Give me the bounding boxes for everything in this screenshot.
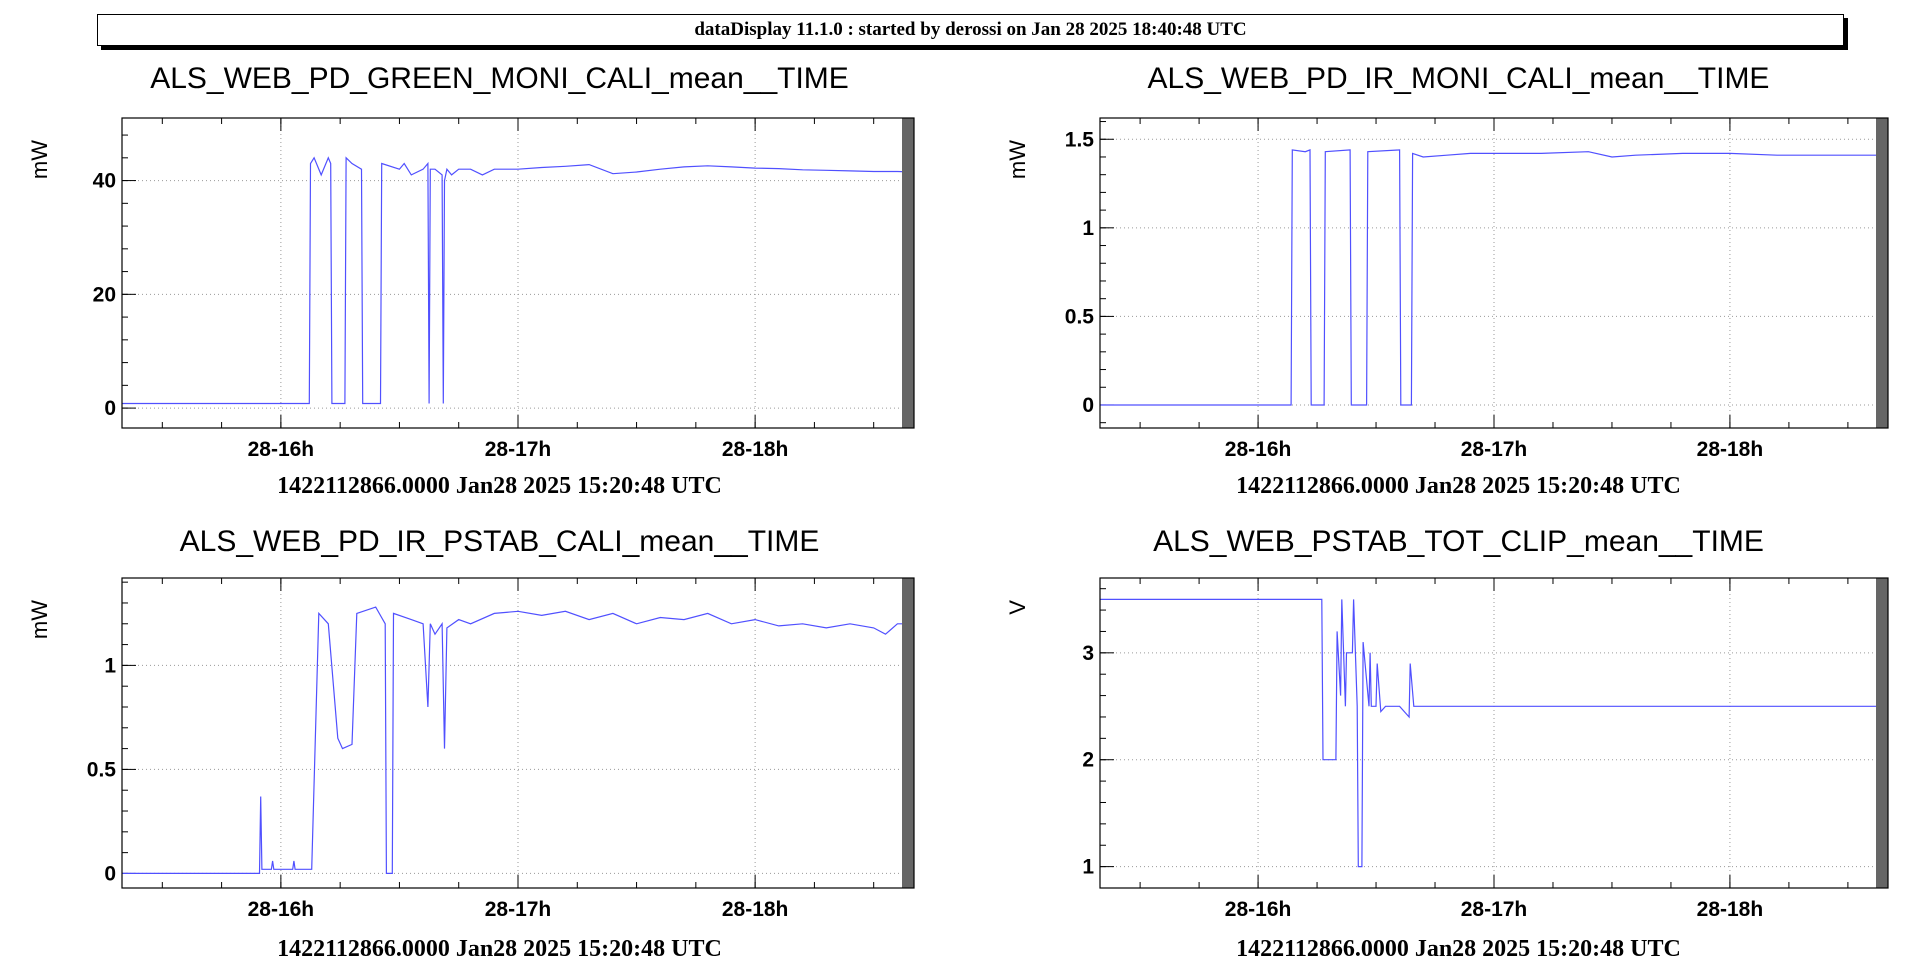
x-tick-label: 28-17h — [1461, 898, 1528, 921]
y-tick-label: 1 — [1082, 856, 1094, 879]
end-strip — [902, 118, 914, 428]
plot-background — [122, 578, 914, 888]
y-tick-label: 0 — [104, 397, 116, 420]
y-tick-label: 1.5 — [1065, 128, 1095, 151]
app-banner: dataDisplay 11.1.0 : started by derossi … — [97, 14, 1844, 46]
chart-title: ALS_WEB_PSTAB_TOT_CLIP_mean__TIME — [1153, 525, 1764, 558]
plot-area: 28-16h 28-17h 28-18h 0 0.5 1 mW — [27, 577, 915, 921]
plot-area: 28-16h 28-17h 28-18h 1 2 3 V — [1005, 577, 1889, 921]
y-axis-label: mW — [27, 600, 52, 639]
y-axis-label: V — [1005, 600, 1030, 615]
y-tick-label: 0 — [1082, 394, 1094, 417]
end-strip — [1876, 578, 1888, 888]
plot-frame — [121, 117, 915, 429]
x-tick-label: 28-18h — [722, 898, 789, 921]
x-tick-label: 28-16h — [248, 898, 315, 921]
x-tick-label: 28-17h — [1461, 438, 1528, 461]
plot-area: 28-16h 28-17h 28-18h 0 20 40 mW — [27, 117, 915, 461]
data-series-line — [1100, 149, 1888, 406]
y-tick-label: 3 — [1082, 642, 1094, 665]
plot-background — [1100, 118, 1888, 428]
x-tick-label: 28-16h — [1225, 438, 1292, 461]
x-tick-label: 28-18h — [722, 438, 789, 461]
chart-panel-3: ALS_WEB_PD_IR_PSTAB_CALI_mean__TIME 28-1… — [0, 520, 959, 967]
x-tick-label: 28-16h — [248, 438, 315, 461]
chart-panel-2: ALS_WEB_PD_IR_MONI_CALI_mean__TIME 28-16… — [959, 60, 1918, 500]
x-axis-label: 1422112866.0000 Jan28 2025 15:20:48 UTC — [1236, 473, 1681, 499]
plot-area: 28-16h 28-17h 28-18h 0 0.5 1 1.5 mW — [1005, 117, 1889, 461]
x-tick-label: 28-16h — [1225, 898, 1292, 921]
y-tick-label: 20 — [93, 283, 116, 306]
chart-panel-1: ALS_WEB_PD_GREEN_MONI_CALI_mean__TIME 28… — [0, 60, 959, 500]
end-strip — [902, 578, 914, 888]
chart-panel-4: ALS_WEB_PSTAB_TOT_CLIP_mean__TIME 28-16h… — [959, 520, 1918, 967]
data-series-line — [122, 156, 914, 405]
plot-frame — [121, 577, 915, 889]
plot-background — [1100, 578, 1888, 888]
y-tick-label: 40 — [93, 170, 116, 193]
y-tick-label: 2 — [1082, 749, 1094, 772]
x-axis-label: 1422112866.0000 Jan28 2025 15:20:48 UTC — [1236, 936, 1681, 962]
chart-title: ALS_WEB_PD_IR_MONI_CALI_mean__TIME — [1147, 62, 1770, 95]
x-tick-label: 28-18h — [1697, 898, 1764, 921]
x-axis-label: 1422112866.0000 Jan28 2025 15:20:48 UTC — [277, 936, 722, 962]
x-tick-label: 28-17h — [485, 898, 552, 921]
plot-frame — [1099, 577, 1889, 889]
x-tick-label: 28-17h — [485, 438, 552, 461]
x-tick-label: 28-18h — [1697, 438, 1764, 461]
y-axis-label: mW — [27, 140, 52, 179]
y-tick-label: 0 — [104, 862, 116, 885]
data-series-line — [122, 606, 914, 874]
end-strip — [1876, 118, 1888, 428]
y-axis-label: mW — [1005, 140, 1030, 179]
chart-title: ALS_WEB_PD_IR_PSTAB_CALI_mean__TIME — [179, 525, 820, 558]
chart-title: ALS_WEB_PD_GREEN_MONI_CALI_mean__TIME — [150, 62, 849, 95]
y-tick-label: 1 — [104, 654, 116, 677]
y-tick-label: 0.5 — [1065, 305, 1095, 328]
plot-background — [122, 118, 914, 428]
y-tick-label: 1 — [1082, 217, 1094, 240]
data-series-line — [1100, 598, 1888, 868]
x-axis-label: 1422112866.0000 Jan28 2025 15:20:48 UTC — [277, 473, 722, 499]
plot-frame — [1099, 117, 1889, 429]
banner-text: dataDisplay 11.1.0 : started by derossi … — [694, 19, 1247, 40]
y-tick-label: 0.5 — [87, 758, 117, 781]
